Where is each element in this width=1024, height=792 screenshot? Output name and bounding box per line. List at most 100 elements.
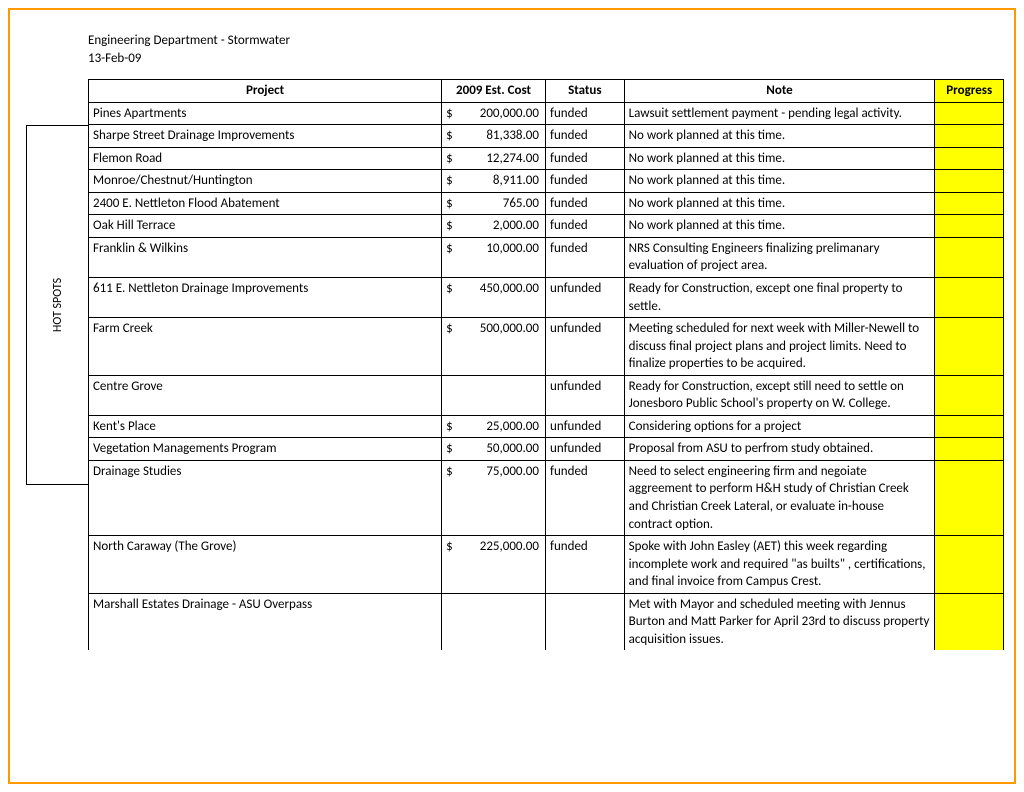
project-cell: Sharpe Street Drainage Improvements	[89, 125, 442, 148]
progress-cell	[935, 192, 1004, 215]
status-cell: funded	[545, 192, 624, 215]
currency-symbol-cell: $	[442, 278, 460, 318]
currency-symbol-cell: $	[442, 215, 460, 238]
status-cell: unfunded	[545, 375, 624, 415]
amount-cell	[460, 375, 546, 415]
note-cell: Proposal from ASU to perfrom study obtai…	[624, 438, 935, 461]
amount-cell: 12,274.00	[460, 147, 546, 170]
note-cell: Meeting scheduled for next week with Mil…	[624, 318, 935, 376]
amount-cell: 765.00	[460, 192, 546, 215]
note-cell: Ready for Construction, except one final…	[624, 278, 935, 318]
status-cell: funded	[545, 460, 624, 535]
project-cell: 2400 E. Nettleton Flood Abatement	[89, 192, 442, 215]
note-cell: No work planned at this time.	[624, 215, 935, 238]
progress-cell	[935, 593, 1004, 650]
status-cell	[545, 593, 624, 650]
currency-symbol-cell: $	[442, 237, 460, 277]
note-cell: No work planned at this time.	[624, 170, 935, 193]
project-cell: Drainage Studies	[89, 460, 442, 535]
project-cell: 611 E. Nettleton Drainage Improvements	[89, 278, 442, 318]
table-row: Franklin & Wilkins$10,000.00fundedNRS Co…	[89, 237, 1004, 277]
table-row: Vegetation Managements Program$50,000.00…	[89, 438, 1004, 461]
projects-table: Project 2009 Est. Cost Status Note Progr…	[88, 79, 1004, 650]
currency-symbol-cell: $	[442, 318, 460, 376]
progress-cell	[935, 215, 1004, 238]
amount-cell: 81,338.00	[460, 125, 546, 148]
amount-cell: 8,911.00	[460, 170, 546, 193]
currency-symbol-cell: $	[442, 536, 460, 594]
note-cell: Lawsuit settlement payment - pending leg…	[624, 102, 935, 125]
progress-cell	[935, 318, 1004, 376]
table-row: 611 E. Nettleton Drainage Improvements$4…	[89, 278, 1004, 318]
progress-cell	[935, 237, 1004, 277]
note-cell: Ready for Construction, except still nee…	[624, 375, 935, 415]
note-cell: No work planned at this time.	[624, 192, 935, 215]
progress-cell	[935, 375, 1004, 415]
progress-cell	[935, 438, 1004, 461]
table-row: Drainage Studies$75,000.00fundedNeed to …	[89, 460, 1004, 535]
col-header-status: Status	[545, 80, 624, 103]
progress-cell	[935, 170, 1004, 193]
currency-symbol-cell: $	[442, 147, 460, 170]
table-header-row: Project 2009 Est. Cost Status Note Progr…	[89, 80, 1004, 103]
currency-symbol-cell: $	[442, 192, 460, 215]
col-header-cost: 2009 Est. Cost	[442, 80, 546, 103]
currency-symbol-cell: $	[442, 438, 460, 461]
table-row: North Caraway (The Grove)$225,000.00fund…	[89, 536, 1004, 594]
project-cell: Monroe/Chestnut/Huntington	[89, 170, 442, 193]
progress-cell	[935, 278, 1004, 318]
col-header-project: Project	[89, 80, 442, 103]
project-cell: Oak Hill Terrace	[89, 215, 442, 238]
project-cell: Marshall Estates Drainage - ASU Overpass	[89, 593, 442, 650]
document-header: Engineering Department - Stormwater 13-F…	[88, 32, 1004, 67]
amount-cell	[460, 593, 546, 650]
currency-symbol-cell: $	[442, 170, 460, 193]
document-date: 13-Feb-09	[88, 50, 1004, 68]
table-row: Centre GroveunfundedReady for Constructi…	[89, 375, 1004, 415]
progress-cell	[935, 102, 1004, 125]
amount-cell: 50,000.00	[460, 438, 546, 461]
document-content: Engineering Department - Stormwater 13-F…	[88, 32, 1004, 650]
table-row: Oak Hill Terrace$2,000.00fundedNo work p…	[89, 215, 1004, 238]
progress-cell	[935, 415, 1004, 438]
amount-cell: 500,000.00	[460, 318, 546, 376]
project-cell: Franklin & Wilkins	[89, 237, 442, 277]
status-cell: funded	[545, 170, 624, 193]
progress-cell	[935, 460, 1004, 535]
project-cell: Farm Creek	[89, 318, 442, 376]
status-cell: funded	[545, 215, 624, 238]
note-cell: NRS Consulting Engineers finalizing prel…	[624, 237, 935, 277]
project-cell: North Caraway (The Grove)	[89, 536, 442, 594]
status-cell: unfunded	[545, 438, 624, 461]
currency-symbol-cell	[442, 593, 460, 650]
note-cell: Considering options for a project	[624, 415, 935, 438]
table-row: 2400 E. Nettleton Flood Abatement$765.00…	[89, 192, 1004, 215]
amount-cell: 225,000.00	[460, 536, 546, 594]
table-row: Marshall Estates Drainage - ASU Overpass…	[89, 593, 1004, 650]
currency-symbol-cell: $	[442, 415, 460, 438]
note-cell: No work planned at this time.	[624, 147, 935, 170]
table-row: Pines Apartments$200,000.00fundedLawsuit…	[89, 102, 1004, 125]
currency-symbol-cell: $	[442, 125, 460, 148]
table-row: Flemon Road$12,274.00fundedNo work plann…	[89, 147, 1004, 170]
amount-cell: 10,000.00	[460, 237, 546, 277]
note-cell: Met with Mayor and scheduled meeting wit…	[624, 593, 935, 650]
status-cell: funded	[545, 125, 624, 148]
note-cell: Need to select engineering firm and nego…	[624, 460, 935, 535]
amount-cell: 2,000.00	[460, 215, 546, 238]
hot-spots-label: HOT SPOTS	[51, 278, 65, 332]
hot-spots-bracket: HOT SPOTS	[26, 125, 88, 485]
table-row: Kent's Place$25,000.00unfundedConsiderin…	[89, 415, 1004, 438]
project-cell: Vegetation Managements Program	[89, 438, 442, 461]
col-header-note: Note	[624, 80, 935, 103]
amount-cell: 200,000.00	[460, 102, 546, 125]
progress-cell	[935, 536, 1004, 594]
status-cell: unfunded	[545, 318, 624, 376]
col-header-progress: Progress	[935, 80, 1004, 103]
currency-symbol-cell: $	[442, 460, 460, 535]
status-cell: funded	[545, 102, 624, 125]
progress-cell	[935, 147, 1004, 170]
status-cell: unfunded	[545, 278, 624, 318]
status-cell: funded	[545, 536, 624, 594]
status-cell: funded	[545, 237, 624, 277]
